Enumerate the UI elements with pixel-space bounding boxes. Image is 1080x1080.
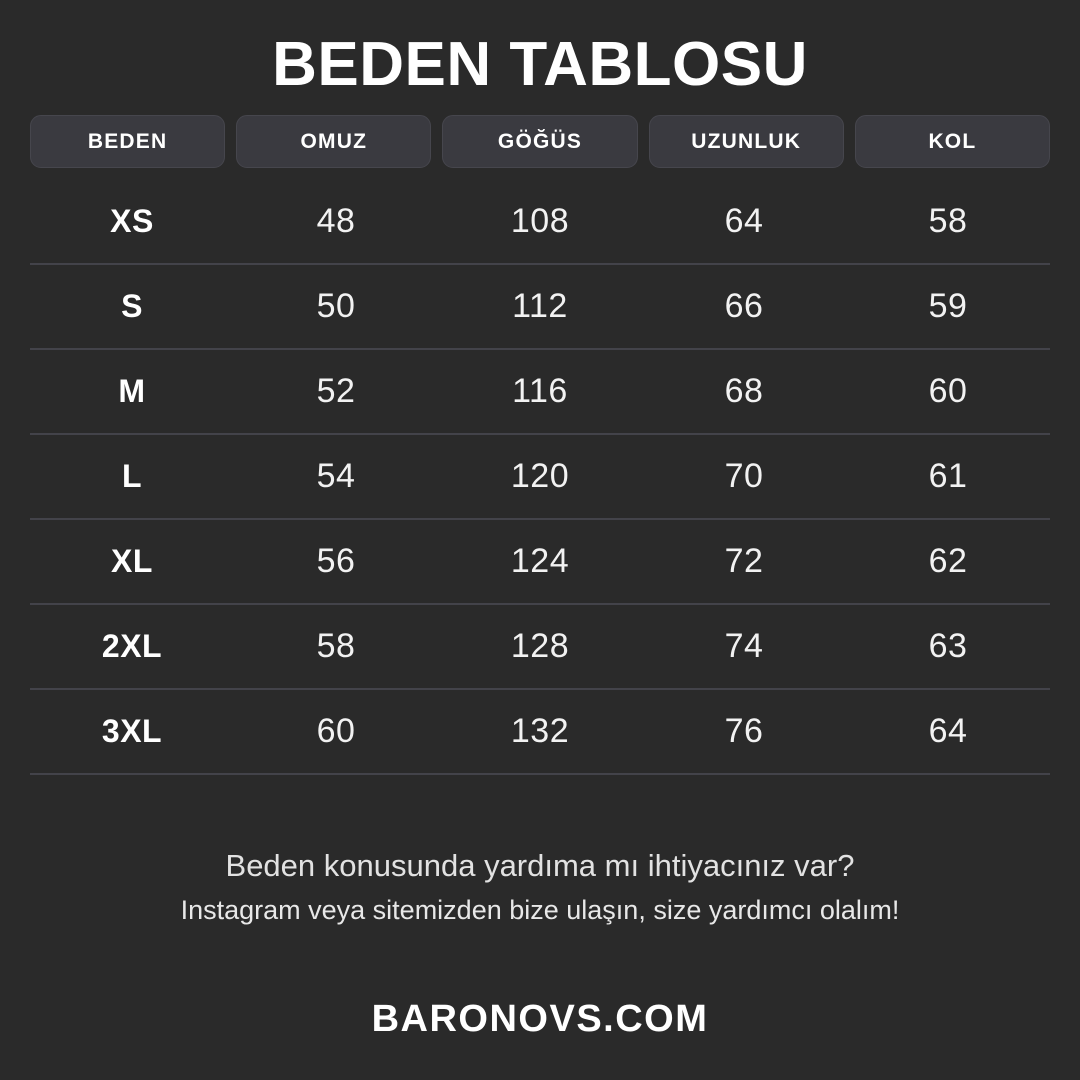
cell-kol: 62 <box>928 542 968 581</box>
cell-gogus: 132 <box>510 712 570 751</box>
column-header-uzunluk: UZUNLUK <box>648 115 844 169</box>
cell-omuz: 58 <box>316 627 356 666</box>
cell-uzunluk: 76 <box>724 712 764 751</box>
column-header-kol: KOL <box>854 115 1051 169</box>
cell-gogus: 112 <box>512 287 568 326</box>
cell-uzunluk: 70 <box>724 457 764 496</box>
column-header-omuz: OMUZ <box>236 115 432 169</box>
table-row: XL 56 124 72 62 <box>30 520 1050 606</box>
cell-omuz: 52 <box>316 372 356 411</box>
column-header-gogus: GÖĞÜS <box>442 115 638 169</box>
help-text-primary: Beden konusunda yardıma mı ihtiyacınız v… <box>225 848 855 884</box>
cell-omuz: 48 <box>316 202 356 241</box>
table-row: 3XL 60 132 76 64 <box>30 690 1050 776</box>
cell-omuz: 56 <box>316 542 356 581</box>
footer: Beden konusunda yardıma mı ihtiyacınız v… <box>30 847 1050 1041</box>
cell-uzunluk: 68 <box>724 372 764 411</box>
cell-gogus: 116 <box>512 372 568 411</box>
cell-omuz: 60 <box>316 712 356 751</box>
cell-uzunluk: 74 <box>724 627 764 666</box>
table-row: L 54 120 70 61 <box>30 435 1050 521</box>
table-row: 2XL 58 128 74 63 <box>30 605 1050 691</box>
cell-size: S <box>121 288 143 325</box>
cell-size: 2XL <box>101 628 163 665</box>
table-header-row: BEDEN OMUZ GÖĞÜS UZUNLUK KOL <box>30 115 1051 169</box>
size-table: XS 48 108 64 58 S 50 112 66 59 M 52 116 … <box>30 180 1050 776</box>
cell-omuz: 50 <box>316 287 356 326</box>
cell-gogus: 124 <box>510 542 570 581</box>
cell-gogus: 128 <box>510 627 570 666</box>
cell-size: M <box>118 373 146 410</box>
table-row: XS 48 108 64 58 <box>30 180 1050 266</box>
column-header-beden: BEDEN <box>30 115 226 169</box>
cell-uzunluk: 64 <box>724 202 764 241</box>
cell-uzunluk: 66 <box>724 287 764 326</box>
cell-size: XL <box>111 543 153 580</box>
cell-omuz: 54 <box>316 457 356 496</box>
cell-size: 3XL <box>101 713 163 750</box>
cell-gogus: 120 <box>510 457 570 496</box>
cell-kol: 63 <box>928 627 968 666</box>
cell-size: L <box>121 458 143 495</box>
page-title: BEDEN TABLOSU <box>272 30 808 99</box>
cell-kol: 60 <box>928 372 968 411</box>
help-text-secondary: Instagram veya sitemizden bize ulaşın, s… <box>180 894 900 925</box>
cell-kol: 64 <box>928 712 968 751</box>
cell-kol: 58 <box>928 202 968 241</box>
table-row: M 52 116 68 60 <box>30 350 1050 436</box>
cell-gogus: 108 <box>510 202 570 241</box>
cell-uzunluk: 72 <box>724 542 764 581</box>
cell-size: XS <box>110 203 154 240</box>
table-row: S 50 112 66 59 <box>30 265 1050 351</box>
brand-website: BARONOVS.COM <box>371 997 709 1040</box>
cell-kol: 61 <box>928 457 968 496</box>
cell-kol: 59 <box>928 287 968 326</box>
